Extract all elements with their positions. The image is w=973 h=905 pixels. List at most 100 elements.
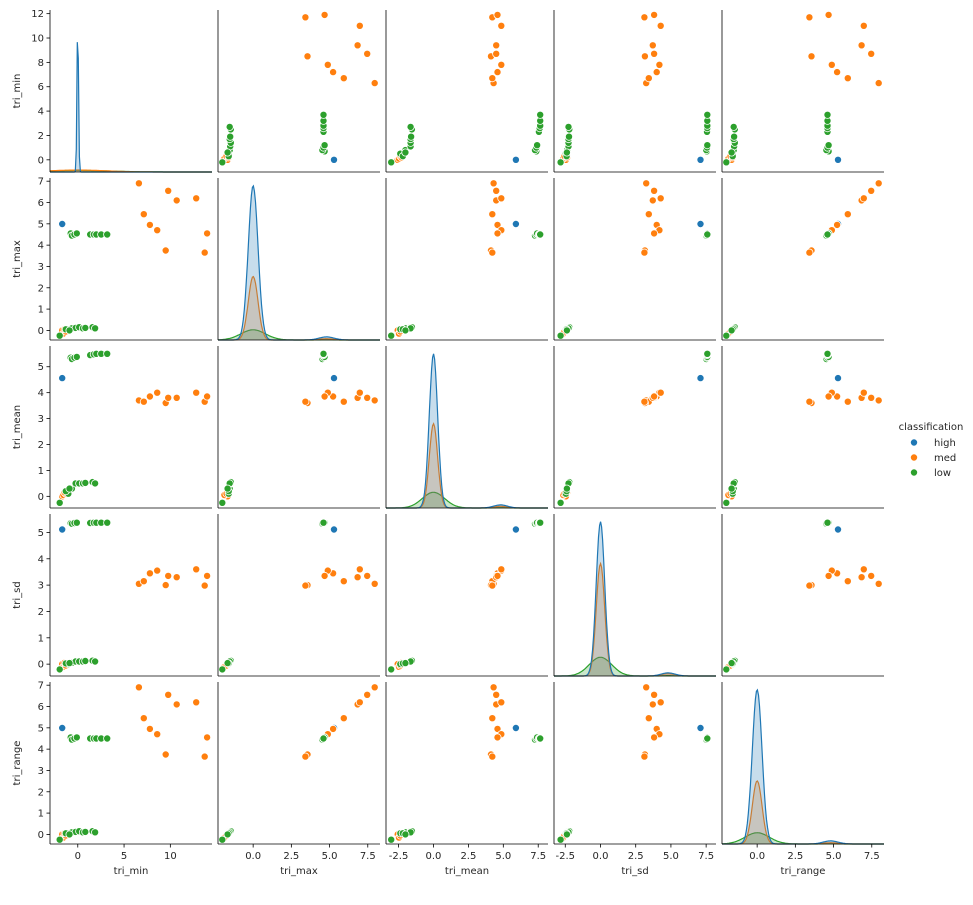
y-tick-label: 3 (38, 581, 44, 592)
kde-fill-med (386, 423, 548, 508)
point-low (320, 141, 329, 150)
panel-tri_max-vs-tri_max (217, 178, 380, 341)
panel-tri_mean-vs-tri_mean (385, 346, 548, 509)
point-med (320, 392, 329, 401)
kde-line-high (218, 184, 380, 341)
panel-tri_min-vs-tri_max (217, 10, 380, 173)
point-med (493, 10, 502, 19)
kde-line-high (50, 42, 212, 173)
point-low (536, 518, 545, 527)
point-med (164, 690, 173, 699)
point-high (329, 525, 338, 534)
point-low (223, 484, 232, 493)
point-low (406, 122, 415, 131)
legend-label-low: low (934, 468, 951, 479)
kde-line-med (554, 561, 716, 677)
point-low (103, 230, 112, 239)
point-med (370, 79, 379, 88)
point-med (200, 752, 209, 761)
point-med (656, 21, 665, 30)
point-med (833, 220, 842, 229)
kde-fill-high (386, 353, 548, 508)
point-low (564, 122, 573, 131)
point-med (164, 186, 173, 195)
point-med (857, 573, 866, 582)
point-low (565, 132, 574, 141)
kde-fill-med (218, 276, 380, 340)
y-axis-label: tri_sd (12, 581, 23, 608)
point-low (91, 828, 100, 837)
point-med (807, 52, 816, 61)
y-tick-label: 5 (38, 528, 44, 539)
point-low (65, 830, 74, 839)
point-low (223, 148, 232, 157)
y-tick-label: 6 (38, 82, 44, 93)
x-axis-label: tri_min (114, 866, 149, 877)
kde-line-high (722, 688, 884, 845)
panel-tri_min-vs-tri_mean (385, 10, 548, 173)
point-med (161, 581, 170, 590)
y-tick-label: 12 (31, 9, 44, 20)
y-tick-label: 4 (38, 554, 44, 565)
point-high (696, 155, 705, 164)
point-low (387, 158, 396, 167)
x-axis-label: tri_max (280, 866, 318, 877)
panel-tri_min-vs-tri_sd (553, 10, 716, 173)
x-tick-label: 2.5 (460, 851, 476, 862)
kde-line-high (554, 521, 716, 677)
point-low (823, 349, 832, 358)
point-med (656, 388, 665, 397)
point-med (843, 74, 852, 83)
point-med (824, 571, 833, 580)
y-tick-label: 1 (38, 466, 44, 477)
point-med (640, 752, 649, 761)
point-med (644, 210, 653, 219)
point-med (355, 388, 364, 397)
x-tick-label: 0.0 (426, 851, 442, 862)
x-tick-label: 5 (121, 851, 127, 862)
point-med (824, 10, 833, 19)
point-med (164, 393, 173, 402)
point-low (218, 498, 227, 507)
point-med (805, 13, 814, 22)
point-med (363, 49, 372, 58)
point-med (164, 571, 173, 580)
point-low (223, 659, 232, 668)
point-med (363, 571, 372, 580)
point-low (536, 734, 545, 743)
panel-tri_range-vs-tri_sd: -2.5 0.0 2.5 5.0 7.5 tri_sd (553, 682, 716, 877)
point-med (827, 60, 836, 69)
panel-tri_range-vs-tri_min: 0 1 2 3 4 5 6 7 tri_range 0 5 10 tri_min (12, 681, 212, 877)
point-med (339, 74, 348, 83)
y-tick-label: 0 (38, 155, 44, 166)
point-low (703, 349, 712, 358)
point-low (823, 518, 832, 527)
y-tick-label: 0 (38, 660, 44, 671)
point-high (696, 374, 705, 383)
kde-fill-high (218, 186, 380, 340)
point-low (562, 326, 571, 335)
point-low (401, 148, 410, 157)
point-low (55, 498, 64, 507)
y-tick-label: 5 (38, 362, 44, 373)
point-low (55, 331, 64, 340)
point-med (488, 581, 497, 590)
point-med (644, 714, 653, 723)
point-high (696, 724, 705, 733)
point-low (401, 830, 410, 839)
point-med (301, 397, 310, 406)
point-med (145, 569, 154, 578)
point-low (722, 158, 731, 167)
x-tick-label: 7.5 (530, 851, 546, 862)
point-low (72, 352, 81, 361)
point-low (823, 230, 832, 239)
point-low (556, 331, 565, 340)
x-tick-label: -2.5 (389, 851, 409, 862)
point-med (139, 210, 148, 219)
point-med (488, 714, 497, 723)
x-tick-label: 5.0 (826, 851, 842, 862)
point-med (867, 186, 876, 195)
point-med (859, 194, 868, 203)
point-med (145, 220, 154, 229)
point-low (722, 331, 731, 340)
